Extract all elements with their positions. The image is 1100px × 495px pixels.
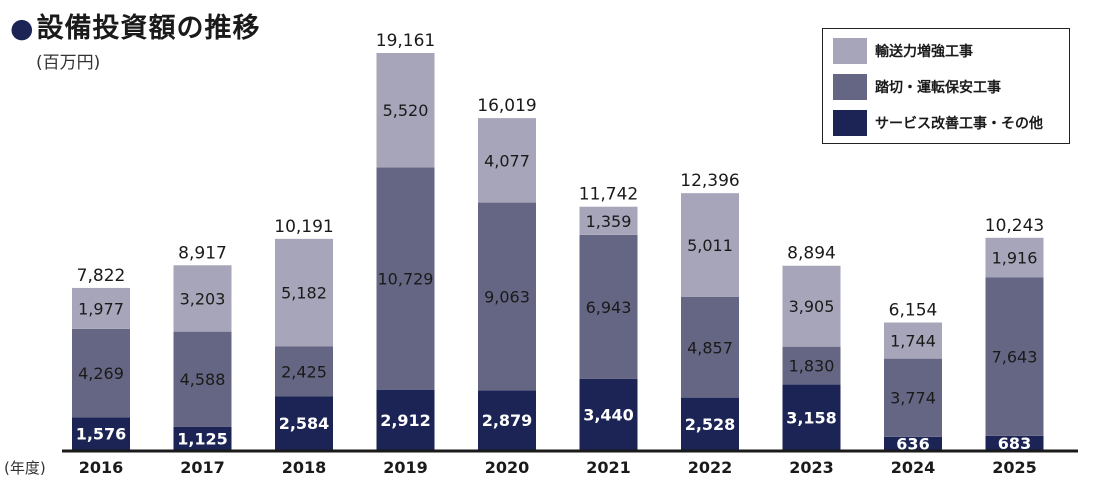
bar-segment-capacity-2024 [884,322,942,359]
segment-label-service-2019: 2,912 [380,411,431,430]
segment-label-service-2023: 3,158 [786,408,837,427]
bar-segment-capacity-2019 [376,53,435,168]
bar-segment-crossing-2024 [884,358,942,437]
bullet-icon: ● [10,13,35,44]
segment-label-capacity-2016: 1,977 [78,299,124,318]
chart-title-text: 設備投資額の推移 [36,13,261,44]
bar-segment-capacity-2018 [275,238,333,347]
segment-label-service-2021: 3,440 [583,405,634,424]
x-tick-label-2020: 2020 [485,458,530,477]
bar-segment-capacity-2023 [782,265,841,347]
legend-label-capacity: 輸送力増強工事 [875,44,973,60]
segment-label-crossing-2016: 4,269 [78,364,124,383]
chart-title: ●設備投資額の推移 [10,6,261,45]
bar-segment-service-2016 [72,417,130,450]
total-label-2025: 10,243 [985,216,1044,236]
bar-segment-crossing-2020 [478,202,536,391]
bar-segment-service-2024 [884,436,942,450]
legend-label-crossing: 踏切・運転保安工事 [875,80,1001,96]
bar-segment-service-2019 [376,389,435,450]
segment-label-capacity-2024: 1,744 [890,332,936,351]
x-tick-label-2017: 2017 [180,458,225,477]
bar-segment-service-2018 [275,396,333,450]
segment-label-service-2022: 2,528 [685,415,736,434]
bar-segment-capacity-2020 [478,118,536,203]
segment-label-crossing-2021: 6,943 [586,298,632,317]
bar-segment-crossing-2017 [173,331,232,427]
total-label-2021: 11,742 [579,185,638,205]
segment-label-crossing-2018: 2,425 [281,362,327,381]
legend-label-service: サービス改善工事・その他 [875,116,1043,132]
segment-label-crossing-2017: 4,588 [180,370,226,389]
segment-label-service-2016: 1,576 [76,425,127,444]
bar-segment-crossing-2025 [985,277,1044,436]
total-label-2022: 12,396 [680,171,739,191]
segment-label-capacity-2021: 1,359 [586,212,632,231]
segment-label-service-2024: 636 [896,434,929,453]
legend-item-capacity: 輸送力増強工事 [833,38,973,64]
total-label-2024: 6,154 [889,300,938,320]
x-tick-label-2016: 2016 [79,458,124,477]
total-label-2023: 8,894 [787,244,836,264]
bar-segment-service-2023 [782,384,841,450]
bar-segment-capacity-2021 [579,206,638,235]
segment-label-capacity-2020: 4,077 [484,151,530,170]
segment-label-capacity-2022: 5,011 [687,236,733,255]
unit-label: (百万円) [36,53,101,73]
total-label-2018: 10,191 [274,217,333,237]
bar-segment-service-2020 [478,390,536,450]
segment-label-crossing-2019: 10,729 [378,270,434,289]
segment-label-service-2020: 2,879 [482,411,533,430]
bar-segment-service-2025 [985,435,1044,450]
segment-label-crossing-2024: 3,774 [890,389,936,408]
bar-segment-crossing-2023 [782,346,841,385]
bar-segment-crossing-2021 [579,234,638,379]
bar-segment-crossing-2018 [275,346,333,397]
segment-label-capacity-2023: 3,905 [789,297,835,316]
legend-swatch-service [833,110,867,136]
total-label-2016: 7,822 [77,266,126,286]
x-tick-label-2025: 2025 [992,458,1037,477]
x-tick-label-2022: 2022 [688,458,733,477]
bar-segment-crossing-2019 [376,167,435,390]
x-tick-label-2021: 2021 [586,458,631,477]
segment-label-service-2017: 1,125 [177,429,228,448]
x-axis-label: (年度) [4,459,46,477]
total-label-2019: 19,161 [376,31,435,51]
legend-item-crossing: 踏切・運転保安工事 [833,74,1001,100]
x-tick-label-2024: 2024 [891,458,936,477]
x-tick-label-2019: 2019 [383,458,428,477]
x-tick-label-2018: 2018 [282,458,327,477]
segment-label-service-2018: 2,584 [279,414,330,433]
segment-label-crossing-2022: 4,857 [687,338,733,357]
legend-swatch-capacity [833,38,867,64]
segment-label-crossing-2020: 9,063 [484,287,530,306]
segment-label-capacity-2017: 3,203 [180,289,226,308]
bar-segment-crossing-2016 [72,328,130,418]
bar-segment-capacity-2025 [985,237,1044,278]
segment-label-capacity-2019: 5,520 [383,101,429,120]
segment-label-service-2025: 683 [998,434,1031,453]
x-tick-label-2023: 2023 [789,458,834,477]
total-label-2017: 8,917 [178,243,227,263]
legend-swatch-crossing [833,74,867,100]
bar-segment-crossing-2022 [681,296,739,398]
segment-label-capacity-2018: 5,182 [281,284,327,303]
segment-label-crossing-2025: 7,643 [992,348,1038,367]
total-label-2020: 16,019 [477,96,536,116]
bar-segment-service-2022 [681,397,739,450]
legend: 輸送力増強工事 踏切・運転保安工事 サービス改善工事・その他 [822,28,1070,144]
legend-item-service: サービス改善工事・その他 [833,110,1043,136]
bar-segment-capacity-2016 [72,287,130,329]
segment-label-crossing-2023: 1,830 [789,357,835,376]
segment-label-capacity-2025: 1,916 [992,249,1038,268]
bar-segment-service-2017 [173,426,232,450]
bar-segment-service-2021 [579,378,638,450]
bar-segment-capacity-2022 [681,193,739,297]
bar-segment-capacity-2017 [173,265,232,332]
